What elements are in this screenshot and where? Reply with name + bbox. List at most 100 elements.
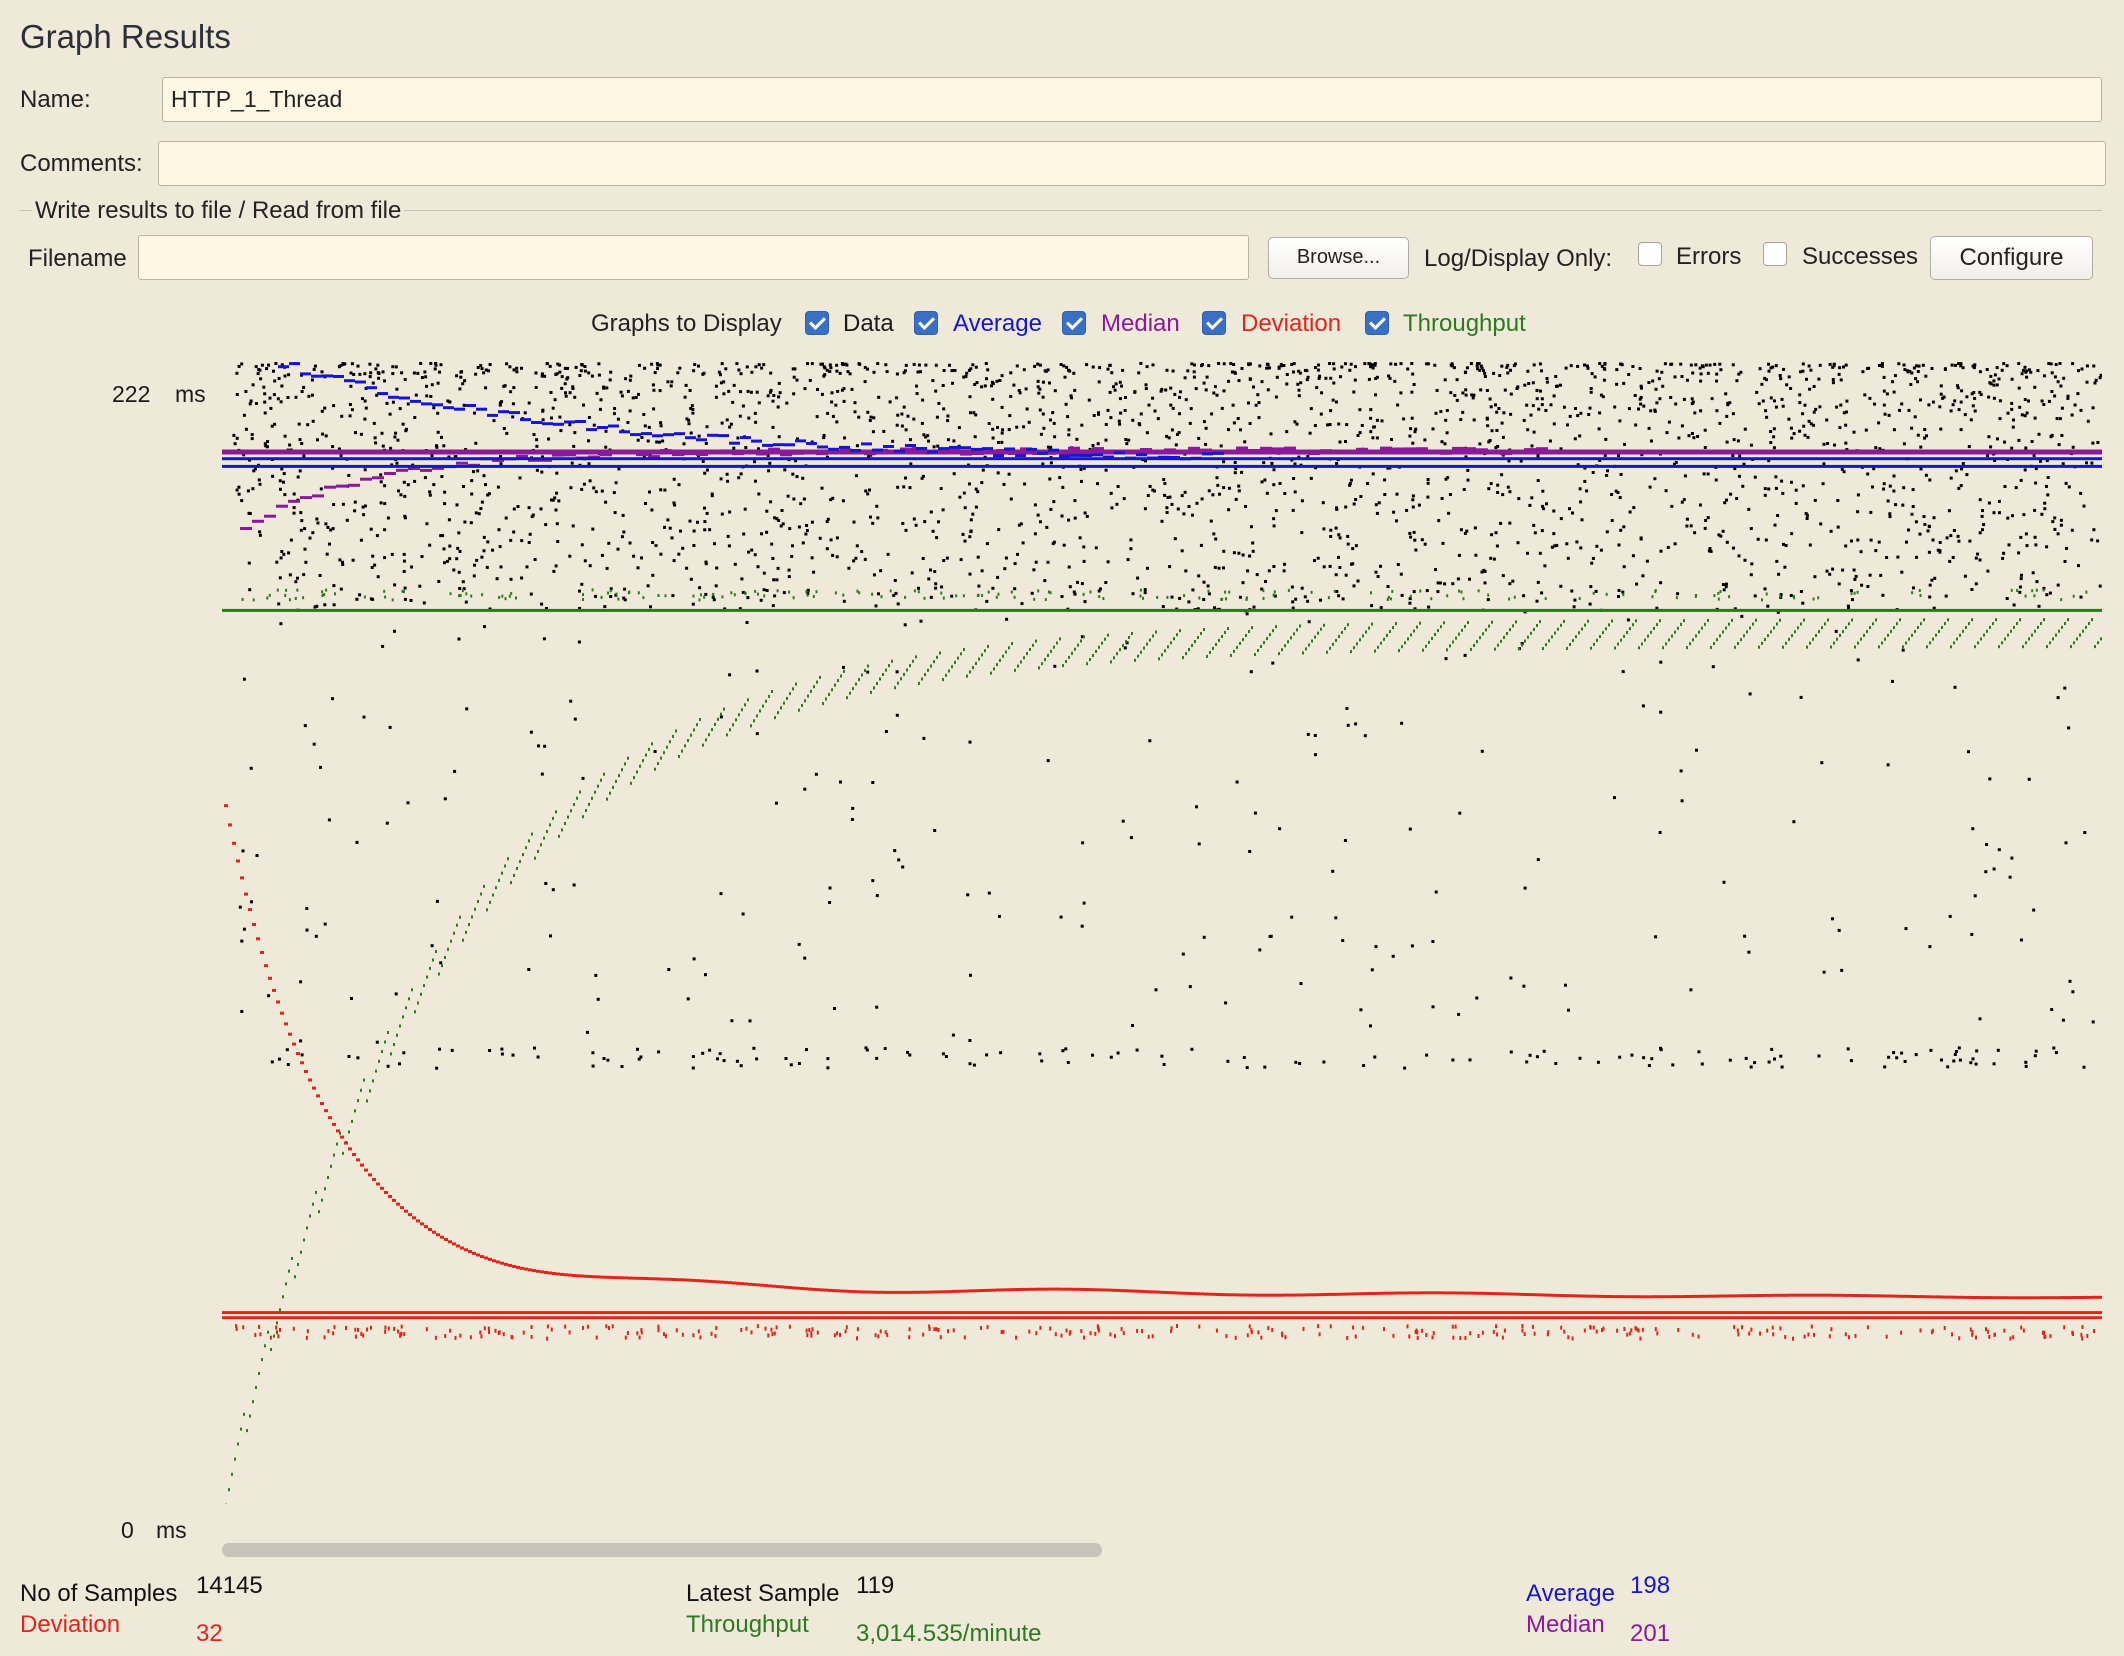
data-point xyxy=(1690,397,1694,401)
throughput-point xyxy=(2022,645,2024,649)
data-point xyxy=(381,444,385,448)
throughput-point xyxy=(1986,629,1988,633)
data-point xyxy=(377,376,381,380)
data-point xyxy=(1903,1060,1907,1063)
data-point xyxy=(744,446,748,449)
throughput-tick xyxy=(657,594,660,597)
throughput-point xyxy=(522,853,524,857)
data-point xyxy=(395,387,399,391)
data-point xyxy=(520,539,524,543)
throughput-tick xyxy=(642,596,645,600)
data-point xyxy=(331,466,335,470)
deviation-point xyxy=(1120,1289,1124,1293)
throughput-point xyxy=(1419,621,1421,625)
data-point xyxy=(332,404,336,408)
data-point xyxy=(986,368,990,372)
data-point xyxy=(1772,446,1776,450)
data-point xyxy=(1494,403,1497,407)
data-point xyxy=(1097,412,1100,416)
data-point xyxy=(762,363,766,367)
throughput-tick xyxy=(607,591,610,595)
data-point xyxy=(1170,428,1174,432)
deviation-point xyxy=(1276,1293,1280,1297)
throughput-point xyxy=(336,1142,338,1146)
data-point xyxy=(941,384,945,387)
data-point xyxy=(1650,439,1653,443)
data-point xyxy=(715,566,719,570)
median-point xyxy=(1392,447,1404,451)
data-point xyxy=(1303,595,1307,599)
data-point xyxy=(997,441,1000,444)
data-point xyxy=(1176,432,1179,436)
data-point xyxy=(2032,908,2036,912)
comments-input[interactable] xyxy=(158,141,2106,186)
data-point xyxy=(1552,532,1556,536)
data-point xyxy=(1915,555,1918,559)
data-point xyxy=(448,544,452,548)
data-point xyxy=(1540,369,1543,373)
throughput-point xyxy=(387,1031,389,1034)
successes-checkbox[interactable] xyxy=(1763,242,1787,266)
data-point xyxy=(1874,549,1878,553)
data-point xyxy=(1168,495,1172,499)
data-point xyxy=(1509,1050,1513,1054)
data-point xyxy=(613,407,617,410)
data-point xyxy=(583,369,587,373)
throughput-point xyxy=(888,664,890,668)
throughput-point xyxy=(1491,620,1493,624)
data-point xyxy=(991,397,995,401)
data-point xyxy=(1938,405,1942,409)
configure-button[interactable]: Configure xyxy=(1930,236,2093,280)
filename-input[interactable] xyxy=(138,235,1249,280)
deviation-point xyxy=(612,1276,616,1280)
throughput-point xyxy=(1740,638,1742,642)
data-point xyxy=(441,534,445,538)
data-point xyxy=(1594,589,1598,593)
data-point xyxy=(1265,366,1269,370)
horizontal-scrollbar[interactable] xyxy=(222,1543,1102,1557)
data-point xyxy=(1680,799,1684,803)
data-point xyxy=(1436,590,1440,594)
median-checkbox[interactable] xyxy=(1062,311,1086,335)
deviation-tick xyxy=(1656,1331,1659,1336)
data-point xyxy=(1331,398,1335,402)
browse-button[interactable]: Browse... xyxy=(1268,237,1409,279)
data-point xyxy=(1627,373,1631,376)
data-point xyxy=(2034,467,2038,471)
errors-checkbox[interactable] xyxy=(1638,242,1662,266)
deviation-tick xyxy=(1531,1324,1534,1329)
throughput-point xyxy=(939,651,941,655)
data-point xyxy=(1371,366,1375,370)
data-point xyxy=(1591,471,1595,474)
name-input[interactable] xyxy=(162,77,2102,122)
deviation-checkbox[interactable] xyxy=(1202,311,1226,335)
deviation-tick xyxy=(387,1326,390,1331)
deviation-point xyxy=(1380,1291,1384,1295)
data-point xyxy=(1545,380,1549,384)
data-point xyxy=(1965,473,1969,477)
data-point xyxy=(1645,559,1649,563)
data-point xyxy=(1603,367,1607,371)
data-point xyxy=(1670,504,1674,508)
deviation-point xyxy=(1220,1293,1224,1297)
data-point xyxy=(1533,531,1537,535)
deviation-tick xyxy=(530,1325,533,1329)
data-point xyxy=(921,557,925,560)
data-point xyxy=(529,592,533,596)
average-checkbox[interactable] xyxy=(914,311,938,335)
throughput-checkbox[interactable] xyxy=(1365,311,1389,335)
data-point xyxy=(1202,935,1206,939)
data-point xyxy=(1812,410,1816,414)
data-point xyxy=(2091,1020,2095,1024)
data-point xyxy=(1598,411,1602,415)
average-line xyxy=(222,457,2102,461)
throughput-point xyxy=(1692,638,1694,642)
data-point xyxy=(1774,475,1778,479)
deviation-point xyxy=(580,1274,584,1278)
deviation-tick xyxy=(360,1331,363,1336)
throughput-point xyxy=(243,1412,245,1416)
data-checkbox[interactable] xyxy=(805,311,829,335)
data-point xyxy=(443,490,447,494)
data-point xyxy=(1825,569,1829,573)
deviation-tick xyxy=(770,1327,773,1332)
